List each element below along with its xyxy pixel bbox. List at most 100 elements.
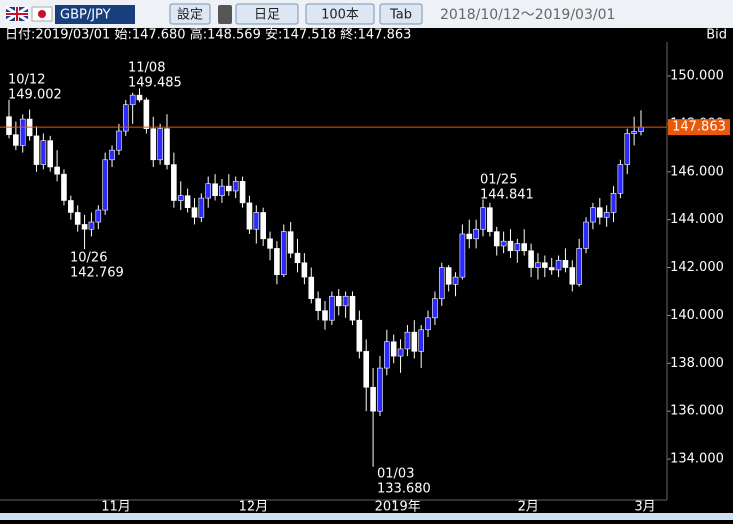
last-price-label: 147.863 [672,120,726,135]
quote-type: Bid [706,28,727,43]
candle-body [184,195,191,208]
candle-body [280,231,287,276]
candle-body [95,209,102,223]
candle-body [116,130,122,151]
candle-body [191,207,198,218]
toolbar-button[interactable] [169,3,211,25]
candle-body [246,202,253,230]
candle-body [377,367,383,412]
candle-body [68,200,74,213]
candle-body [88,221,95,230]
annotation-price: 142.769 [70,266,124,281]
candle-body [349,295,356,321]
candle-body [301,262,308,278]
x-tick-label: 11月 [101,500,131,515]
candle-body [294,252,301,264]
candle-body [232,181,239,192]
y-tick-label: 138.000 [670,356,724,371]
candle-body [267,238,273,249]
annotation-price: 149.485 [128,76,182,91]
annotation-date: 10/12 [8,73,45,88]
candle-body [33,135,40,165]
toolbar-button[interactable] [235,3,299,25]
annotation-date: 11/08 [128,61,165,76]
candle-body [157,128,163,161]
button-label: Tab [389,8,412,23]
x-tick-label: 12月 [239,500,269,515]
candle-body [507,240,514,252]
x-tick-label: 2月 [518,500,539,515]
candle-body [47,140,54,168]
candle-body [480,207,486,230]
candle-body [500,240,507,247]
candle-body [363,351,370,388]
candle-body [521,243,528,252]
candle-body [322,310,328,321]
candle-body [535,262,541,268]
candle-body [542,262,548,268]
uk-flag [5,5,29,23]
candle-body [569,267,576,285]
candle-body [260,212,266,240]
pair-box[interactable] [55,5,135,24]
ohlc-info: 日付:2019/03/01 始:147.680 高:148.569 安:147.… [5,27,411,43]
candle-body [370,386,376,412]
candle-body [473,228,479,240]
x-tick-label: 3月 [634,500,655,515]
candle-body [617,164,624,194]
last-price-box [668,119,730,136]
y-tick-label: 134.000 [670,452,724,467]
candle-body [596,207,603,218]
candle-body [129,94,136,106]
candle-body [418,329,424,352]
candle-body [384,341,390,369]
candle-body [452,276,459,285]
candle-body [335,295,342,307]
candle-body [390,341,397,357]
candle-body [226,185,232,192]
x-tick-label: 2019年 [375,500,421,515]
candle-body [315,298,321,311]
toolbar-button[interactable] [379,3,423,25]
candle-body [329,295,335,321]
candle-body [555,260,562,271]
candle-body [143,99,150,129]
button-label: 設定 [177,7,203,23]
button-label: 100本 [321,8,359,23]
y-tick-label: 144.000 [670,212,724,227]
annotation-date: 01/25 [480,173,517,188]
candle-body [212,183,218,197]
candle-body [81,224,88,230]
annotation-date: 10/26 [70,251,107,266]
icon-button[interactable] [218,5,232,24]
y-tick-label: 146.000 [670,164,724,179]
candle-body [411,331,418,352]
candle-body [624,133,631,165]
candle-body [466,233,473,240]
candle-body [356,319,363,352]
candle-body [308,276,315,299]
candle-body [425,317,431,331]
y-tick-label: 142.000 [670,260,724,275]
candle-body [603,212,610,218]
candle-body [562,260,569,268]
candle-body [432,298,438,319]
candle-body [150,128,157,161]
candle-body [493,231,500,247]
candle-body [74,212,81,225]
candle-body [177,195,184,201]
scrollbar[interactable] [0,513,733,520]
candle-body [514,243,521,252]
candle-body [122,104,129,132]
candle-body [61,173,67,201]
annotation-price: 133.680 [377,482,431,497]
candle-body [164,128,170,165]
candle-body [631,131,637,134]
candle-body [102,159,108,211]
candle-body [198,197,205,218]
candle-body [548,267,555,271]
date-range: 2018/10/12～2019/03/01 [440,7,615,23]
toolbar-button[interactable] [305,3,375,25]
candle-body [590,207,596,223]
